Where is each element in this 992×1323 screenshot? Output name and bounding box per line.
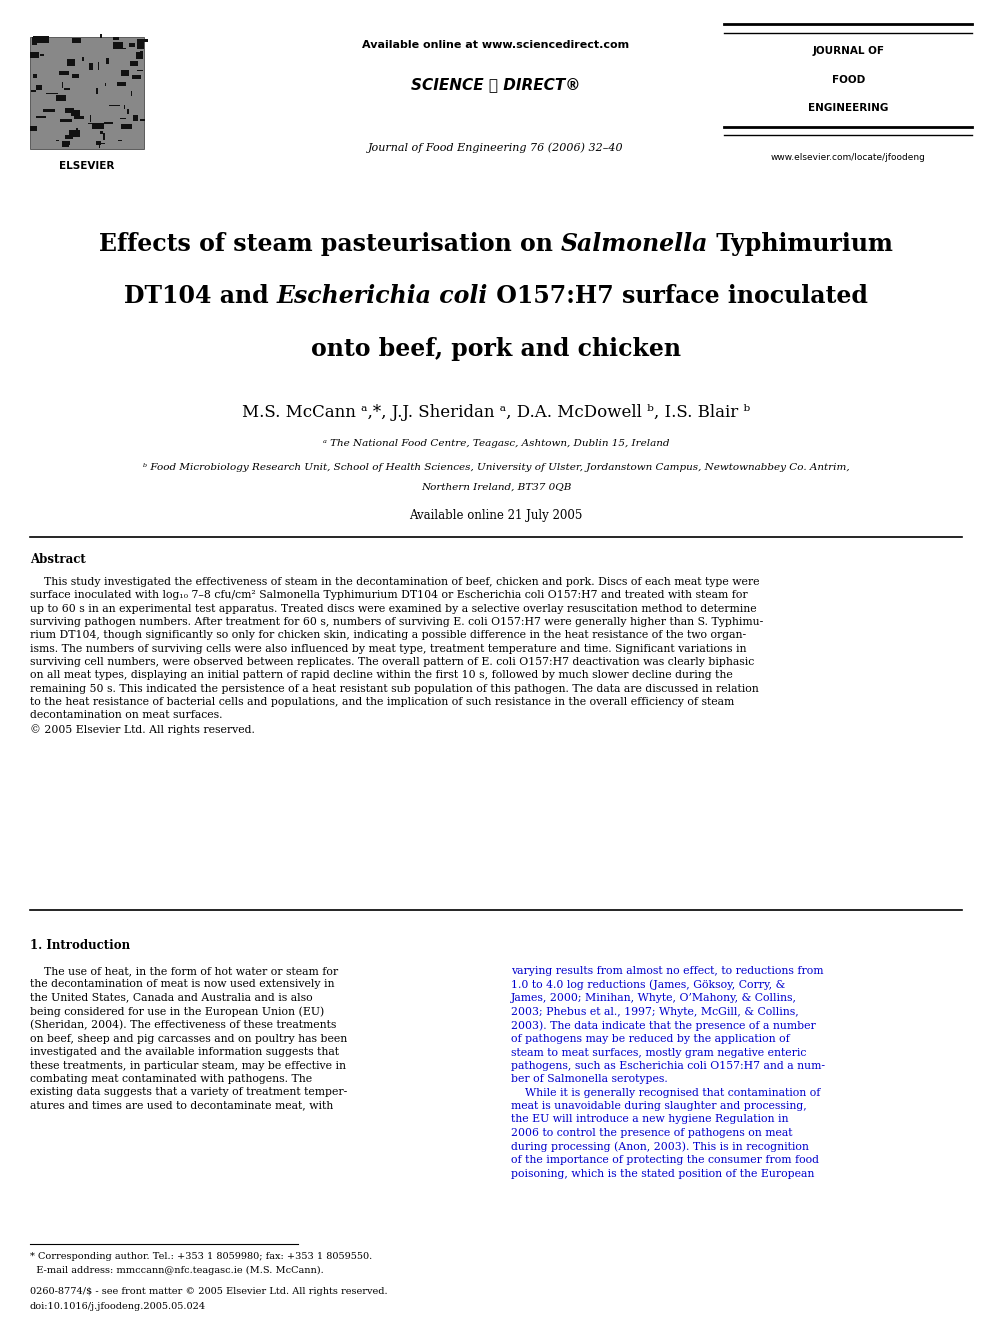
Text: Effects of steam pasteurisation on: Effects of steam pasteurisation on — [99, 232, 560, 255]
Bar — [140, 50, 143, 53]
Bar — [32, 37, 37, 45]
Text: JOURNAL OF: JOURNAL OF — [812, 46, 884, 57]
Text: doi:10.1016/j.jfoodeng.2005.05.024: doi:10.1016/j.jfoodeng.2005.05.024 — [30, 1302, 206, 1311]
Bar — [99, 143, 100, 148]
Bar — [44, 108, 55, 111]
Text: Salmonella: Salmonella — [560, 232, 708, 255]
Text: The use of heat, in the form of hot water or steam for
the decontamination of me: The use of heat, in the form of hot wate… — [30, 966, 347, 1111]
Text: Journal of Food Engineering 76 (2006) 32–40: Journal of Food Engineering 76 (2006) 32… — [368, 143, 624, 153]
Bar — [130, 61, 138, 66]
Text: 1. Introduction: 1. Introduction — [30, 939, 130, 953]
Bar — [95, 89, 98, 94]
Bar — [62, 146, 69, 147]
Bar — [37, 36, 49, 42]
Bar — [124, 105, 125, 108]
Bar — [60, 71, 63, 75]
Bar — [39, 37, 48, 38]
Text: Northern Ireland, BT37 0QB: Northern Ireland, BT37 0QB — [421, 483, 571, 492]
Text: Abstract: Abstract — [30, 553, 85, 566]
Text: ᵇ Food Microbiology Research Unit, School of Health Sciences, University of Ulst: ᵇ Food Microbiology Research Unit, Schoo… — [143, 463, 849, 472]
Bar — [116, 82, 126, 86]
Bar — [31, 126, 37, 131]
Text: ᵃ The National Food Centre, Teagasc, Ashtown, Dublin 15, Ireland: ᵃ The National Food Centre, Teagasc, Ash… — [322, 439, 670, 448]
Bar — [127, 110, 129, 114]
Bar — [31, 90, 36, 93]
Bar — [72, 38, 81, 42]
Bar — [36, 116, 47, 118]
Bar — [34, 74, 37, 78]
Bar — [137, 41, 144, 49]
Bar — [60, 71, 68, 75]
Bar — [92, 123, 104, 128]
Bar — [90, 115, 91, 122]
Text: varying results from almost no effect, to reductions from
1.0 to 4.0 log reducti: varying results from almost no effect, t… — [511, 966, 825, 1179]
Text: Typhimurium: Typhimurium — [708, 232, 893, 255]
Bar — [36, 85, 42, 90]
Bar — [71, 74, 79, 78]
Bar — [125, 124, 127, 126]
Bar — [104, 123, 113, 124]
Text: This study investigated the effectiveness of steam in the decontamination of bee: This study investigated the effectivenes… — [30, 577, 763, 734]
Bar — [33, 36, 43, 41]
Bar — [97, 143, 104, 144]
Text: SCIENCE ⓓ DIRECT®: SCIENCE ⓓ DIRECT® — [412, 77, 580, 91]
Bar — [136, 52, 144, 58]
Text: ENGINEERING: ENGINEERING — [807, 103, 889, 114]
Text: www.elsevier.com/locate/jfoodeng: www.elsevier.com/locate/jfoodeng — [771, 153, 926, 163]
Bar — [100, 34, 101, 38]
Bar — [66, 58, 74, 66]
Bar — [129, 42, 135, 46]
Bar — [56, 95, 65, 102]
Bar — [105, 82, 106, 86]
Bar — [140, 119, 146, 122]
Bar — [64, 89, 69, 90]
Bar — [31, 52, 39, 58]
Bar — [62, 82, 63, 89]
Text: onto beef, pork and chicken: onto beef, pork and chicken — [311, 337, 681, 361]
Bar — [74, 116, 84, 119]
Bar — [88, 123, 96, 124]
Bar — [132, 74, 141, 78]
Bar — [133, 115, 138, 122]
Text: Available online at www.sciencedirect.com: Available online at www.sciencedirect.co… — [362, 40, 630, 50]
Bar — [40, 54, 44, 56]
Text: 0260-8774/$ - see front matter © 2005 Elsevier Ltd. All rights reserved.: 0260-8774/$ - see front matter © 2005 El… — [30, 1287, 388, 1297]
Bar — [76, 128, 78, 130]
Text: E-mail address: mmccann@nfc.teagasc.ie (M.S. McCann).: E-mail address: mmccann@nfc.teagasc.ie (… — [30, 1266, 323, 1275]
Bar — [62, 142, 69, 146]
Bar — [131, 91, 132, 97]
Text: * Corresponding author. Tel.: +353 1 8059980; fax: +353 1 8059550.: * Corresponding author. Tel.: +353 1 805… — [30, 1252, 372, 1261]
Bar — [47, 93, 58, 94]
Bar — [106, 58, 109, 64]
Bar — [113, 37, 119, 40]
Text: DT104 and: DT104 and — [124, 284, 277, 308]
Text: FOOD: FOOD — [831, 75, 865, 86]
Bar — [64, 135, 72, 139]
Bar — [30, 37, 144, 149]
Bar — [81, 57, 84, 61]
Bar — [121, 124, 132, 128]
Text: O157:H7 surface inoculated: O157:H7 surface inoculated — [488, 284, 868, 308]
Text: Escherichia coli: Escherichia coli — [277, 284, 488, 308]
Bar — [112, 42, 123, 49]
Text: M.S. McCann ᵃ,*, J.J. Sheridan ᵃ, D.A. McDowell ᵇ, I.S. Blair ᵇ: M.S. McCann ᵃ,*, J.J. Sheridan ᵃ, D.A. M… — [242, 404, 750, 421]
Bar — [121, 70, 129, 77]
Bar — [68, 130, 79, 136]
Bar — [99, 131, 103, 134]
Text: ELSEVIER: ELSEVIER — [60, 161, 114, 172]
Bar — [89, 62, 93, 70]
Bar — [103, 132, 105, 140]
Bar — [137, 40, 148, 42]
Text: Available online 21 July 2005: Available online 21 July 2005 — [410, 509, 582, 523]
Bar — [60, 119, 71, 122]
Bar — [70, 110, 80, 116]
Bar — [133, 75, 137, 78]
Bar — [96, 142, 101, 146]
Bar — [65, 108, 74, 112]
